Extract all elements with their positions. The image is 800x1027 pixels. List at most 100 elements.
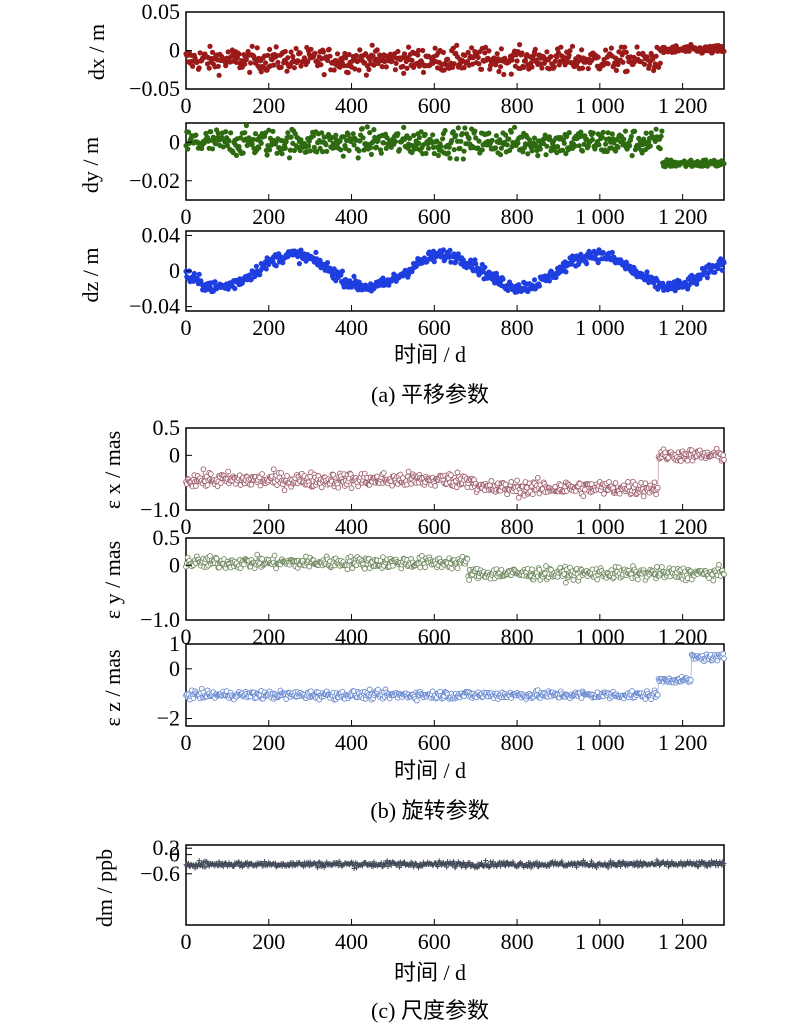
xtick-label-dy-6: 1 200 [658, 204, 708, 229]
point-dy-317 [445, 150, 451, 156]
point-dx-192 [342, 50, 348, 57]
point-dx-448 [554, 54, 560, 60]
point-dx-647 [718, 43, 725, 50]
group-a-xlabel: 时间 / d [394, 342, 466, 367]
point-dz-109 [273, 263, 279, 269]
point-dy-12 [193, 132, 199, 138]
point-ex-26 [204, 482, 211, 488]
point-ex-42 [217, 480, 224, 486]
point-dy-650 [721, 161, 727, 167]
point-dy-258 [396, 146, 403, 153]
point-dm-424 [534, 859, 540, 865]
point-dx-226 [370, 53, 376, 59]
point-ey-468 [570, 577, 577, 583]
point-ex-208 [355, 483, 362, 490]
dy-points [183, 122, 727, 170]
xtick-label-ez-6: 1 200 [658, 730, 708, 755]
point-dy-227 [371, 127, 377, 133]
point-dy-455 [560, 147, 566, 153]
point-dx-378 [496, 68, 502, 75]
point-ex-216 [361, 470, 368, 477]
point-dy-88 [256, 145, 262, 151]
point-dy-318 [446, 144, 452, 150]
point-dy-393 [508, 129, 514, 135]
ytick-label-ez-1: 0 [169, 656, 180, 681]
ytick-label-dx-2: −0.05 [129, 76, 180, 101]
point-dy-327 [454, 156, 460, 162]
point-dy-19 [199, 145, 205, 152]
point-dy-470 [572, 143, 578, 149]
point-dy-236 [378, 150, 384, 156]
point-dy-551 [639, 150, 645, 156]
point-ey-637 [710, 577, 717, 584]
dx-yticks: 0.050−0.05 [129, 0, 192, 101]
panel-ez: ε z / mas 10−2 0 200 400 600 800 1 000 1 200 [100, 631, 727, 755]
point-dz-383 [500, 276, 506, 282]
point-dy-69 [240, 150, 246, 156]
point-dy-214 [360, 135, 366, 141]
point-dy-32 [209, 146, 216, 152]
ytick-label-dy-0: 0 [169, 129, 180, 154]
point-dy-2 [185, 146, 191, 152]
point-dm-438 [546, 862, 552, 868]
point-ex-239 [380, 470, 387, 476]
xtick-label-dz-5: 1 000 [575, 315, 625, 340]
point-dy-538 [628, 133, 634, 140]
point-ex-51 [225, 468, 232, 475]
xtick-label-dx-2: 400 [335, 93, 368, 118]
xtick-label-dx-4: 800 [501, 93, 534, 118]
xtick-label-dy-3: 600 [418, 204, 451, 229]
point-dy-510 [605, 130, 611, 136]
point-dx-362 [483, 44, 489, 51]
dm-xticks: 0 200 400 600 800 1 000 1 200 [181, 919, 708, 954]
point-dy-457 [561, 140, 567, 146]
point-dx-197 [346, 51, 352, 58]
point-dx-365 [485, 55, 491, 62]
point-dz-300 [431, 259, 437, 265]
point-dm-227 [371, 859, 377, 865]
point-ex-79 [248, 481, 255, 488]
xtick-label-dm-6: 1 200 [658, 929, 708, 954]
point-dy-263 [401, 124, 407, 130]
point-dx-384 [501, 71, 507, 78]
point-dx-381 [498, 46, 504, 52]
point-dx-446 [552, 58, 558, 64]
point-dx-327 [454, 42, 460, 48]
point-dx-29 [207, 43, 213, 49]
point-dy-337 [462, 125, 468, 131]
point-ex-92 [259, 471, 265, 477]
point-dy-397 [511, 124, 518, 130]
point-dy-428 [537, 146, 543, 152]
point-dz-139 [298, 247, 304, 253]
point-dy-324 [451, 147, 457, 153]
point-dy-349 [472, 128, 478, 134]
point-dx-11 [192, 55, 198, 61]
point-dy-3 [185, 129, 192, 135]
point-dx-16 [196, 65, 202, 71]
point-dx-463 [566, 52, 572, 58]
point-dx-242 [383, 64, 389, 70]
xtick-label-dm-1: 200 [252, 929, 285, 954]
point-dx-269 [406, 44, 412, 50]
point-dm-510 [605, 865, 611, 871]
point-dy-48 [223, 129, 229, 135]
point-dx-131 [291, 65, 297, 71]
point-dx-422 [532, 46, 538, 52]
point-dz-191 [341, 284, 347, 290]
panel-dx: dx / m 0.050−0.05 0 200 400 600 800 1 000 1 20… [84, 0, 727, 118]
point-dz-648 [719, 267, 725, 273]
point-dy-336 [461, 148, 467, 154]
group-b-xlabel: 时间 / d [394, 758, 466, 783]
point-dy-139 [298, 137, 304, 143]
point-dx-231 [374, 47, 380, 53]
point-dm-75 [245, 864, 251, 870]
point-dy-219 [364, 124, 370, 130]
point-dx-479 [579, 65, 586, 71]
point-dx-78 [248, 60, 254, 66]
point-dx-64 [236, 51, 242, 57]
point-dz-16 [196, 271, 202, 277]
point-dy-386 [502, 132, 509, 138]
point-dy-101 [267, 147, 273, 153]
point-dx-428 [537, 61, 543, 67]
point-dm-315 [444, 864, 450, 870]
